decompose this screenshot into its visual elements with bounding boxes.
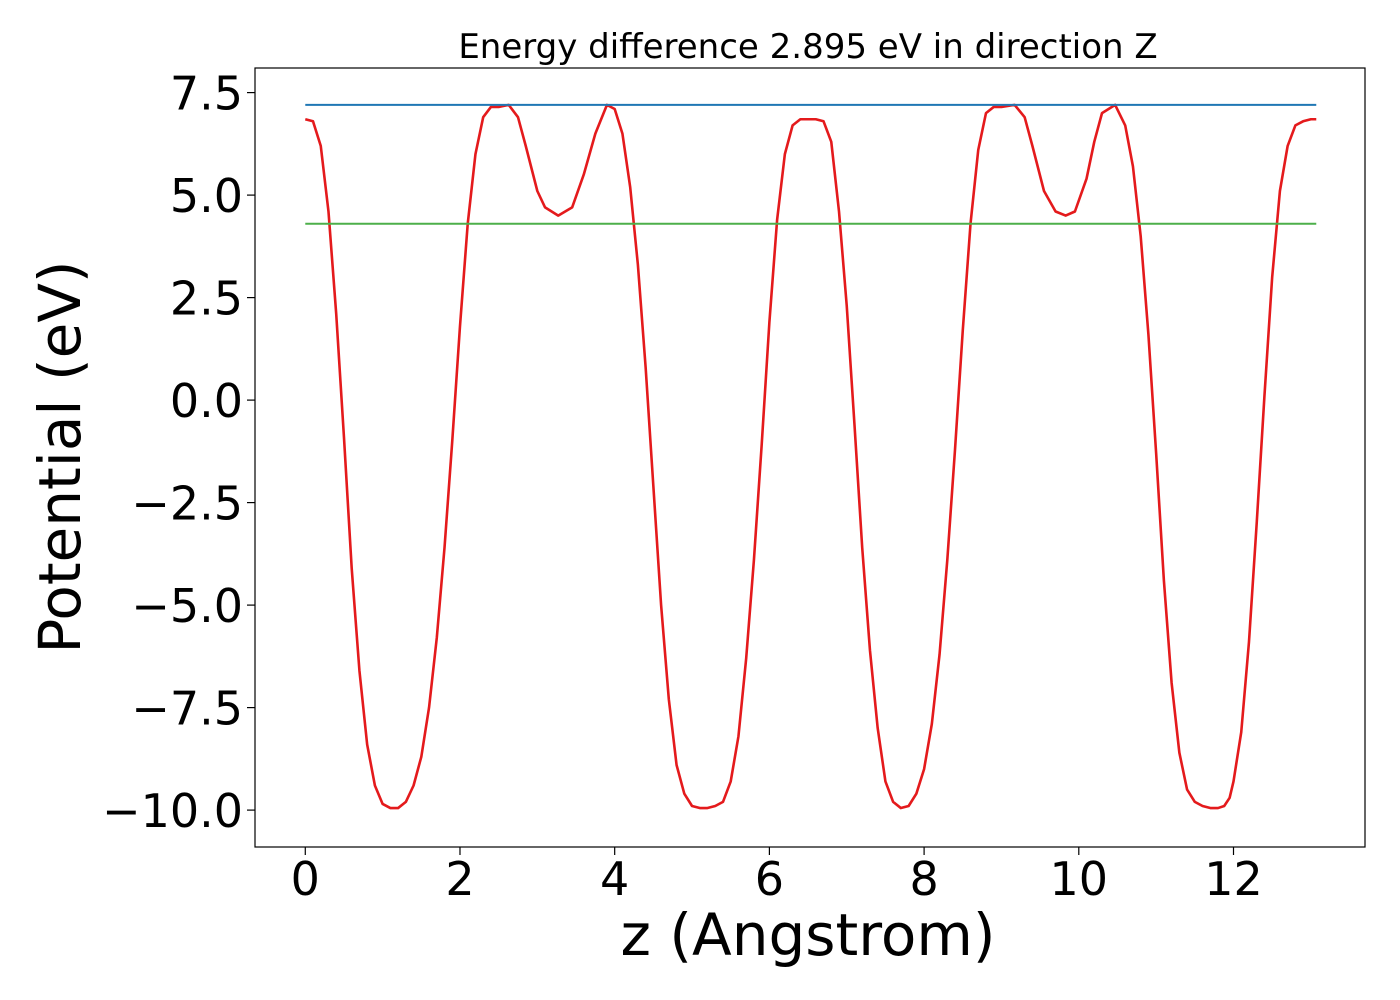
y-tick-label: −5.0 [131, 579, 243, 633]
x-tick-label: 2 [445, 852, 474, 906]
y-axis: 7.5 5.0 2.5 0.0 −2.5 −5.0 −7.5 −10.0 [102, 67, 255, 838]
x-tick-label: 12 [1204, 852, 1263, 906]
plot-frame [254, 67, 1366, 848]
x-axis: 0 2 4 6 8 10 12 [291, 847, 1263, 906]
x-tick-label: 0 [291, 852, 320, 906]
x-tick-label: 6 [755, 852, 784, 906]
potential-line [304, 103, 1317, 810]
x-tick-label: 8 [909, 852, 938, 906]
y-tick-label: −2.5 [131, 477, 243, 531]
y-tick-label: 2.5 [170, 272, 243, 326]
x-tick-label: 4 [600, 852, 629, 906]
y-tick-label: −10.0 [102, 784, 243, 838]
x-tick-label: 10 [1050, 852, 1109, 906]
y-axis-title: Potential (eV) [26, 260, 94, 653]
plot-area [304, 103, 1317, 810]
y-tick-label: −7.5 [131, 682, 243, 736]
y-tick-label: 7.5 [170, 67, 243, 121]
x-axis-title: z (Angstrom) [621, 901, 996, 969]
y-tick-label: 5.0 [170, 169, 243, 223]
y-tick-label: 0.0 [170, 374, 243, 428]
chart-title: Energy difference 2.895 eV in direction … [458, 27, 1157, 67]
